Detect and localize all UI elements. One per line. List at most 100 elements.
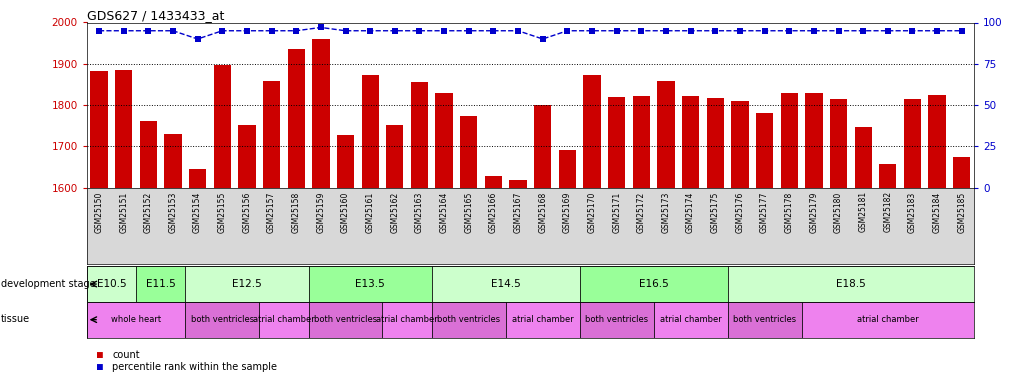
Text: GSM25173: GSM25173 <box>661 191 669 233</box>
Point <box>781 28 797 34</box>
Text: GSM25151: GSM25151 <box>119 191 128 232</box>
Point <box>953 28 969 34</box>
Text: GSM25174: GSM25174 <box>686 191 694 233</box>
Bar <box>558 150 576 188</box>
Text: GSM25167: GSM25167 <box>514 191 522 233</box>
Bar <box>878 164 896 188</box>
Point <box>115 28 131 34</box>
Point <box>263 28 279 34</box>
Text: whole heart: whole heart <box>111 315 161 324</box>
Text: percentile rank within the sample: percentile rank within the sample <box>112 362 277 372</box>
Text: GSM25183: GSM25183 <box>907 191 916 232</box>
Text: GSM25176: GSM25176 <box>735 191 744 233</box>
Bar <box>308 302 382 338</box>
Bar <box>140 121 157 188</box>
Point <box>928 28 945 34</box>
Text: GSM25179: GSM25179 <box>809 191 817 233</box>
Text: GSM25153: GSM25153 <box>168 191 177 233</box>
Bar <box>263 81 280 188</box>
Text: GSM25184: GSM25184 <box>931 191 941 232</box>
Text: E13.5: E13.5 <box>355 279 385 289</box>
Bar <box>185 266 308 302</box>
Text: GSM25152: GSM25152 <box>144 191 153 232</box>
Text: GSM25150: GSM25150 <box>95 191 103 233</box>
Bar <box>952 158 969 188</box>
Text: both ventricles: both ventricles <box>314 315 377 324</box>
Text: ■: ■ <box>97 362 103 372</box>
Point <box>583 28 599 34</box>
Text: both ventricles: both ventricles <box>585 315 648 324</box>
Point <box>706 28 722 34</box>
Point <box>190 36 206 42</box>
Bar <box>505 302 579 338</box>
Bar <box>780 93 797 188</box>
Point <box>140 28 156 34</box>
Point <box>854 28 870 34</box>
Point <box>829 28 846 34</box>
Text: GSM25154: GSM25154 <box>193 191 202 233</box>
Bar <box>435 93 452 188</box>
Bar <box>136 266 185 302</box>
Bar <box>460 116 477 188</box>
Point <box>238 28 255 34</box>
Point <box>435 28 451 34</box>
Text: GSM25175: GSM25175 <box>710 191 719 233</box>
Text: GSM25158: GSM25158 <box>291 191 301 232</box>
Bar <box>927 95 945 188</box>
Point <box>485 28 501 34</box>
Text: GSM25168: GSM25168 <box>538 191 546 232</box>
Bar <box>431 266 579 302</box>
Text: both ventricles: both ventricles <box>733 315 796 324</box>
Bar <box>508 180 526 188</box>
Point <box>608 28 625 34</box>
Text: GSM25166: GSM25166 <box>488 191 497 233</box>
Text: GSM25177: GSM25177 <box>759 191 768 233</box>
Bar <box>583 75 600 188</box>
Bar <box>706 98 723 188</box>
Point <box>682 28 698 34</box>
Text: both ventricles: both ventricles <box>437 315 500 324</box>
Bar <box>854 127 871 188</box>
Point <box>633 28 649 34</box>
Bar <box>534 105 551 188</box>
Bar <box>656 81 674 188</box>
Text: GSM25159: GSM25159 <box>316 191 325 233</box>
Bar <box>312 39 329 188</box>
Bar <box>579 266 727 302</box>
Point <box>878 28 895 34</box>
Bar <box>259 302 308 338</box>
Bar <box>484 176 501 188</box>
Text: E16.5: E16.5 <box>638 279 667 289</box>
Bar <box>87 266 136 302</box>
Point <box>657 28 674 34</box>
Text: GSM25162: GSM25162 <box>390 191 398 232</box>
Text: GDS627 / 1433433_at: GDS627 / 1433433_at <box>87 9 224 22</box>
Bar <box>829 99 847 188</box>
Bar <box>801 302 973 338</box>
Text: atrial chamber: atrial chamber <box>512 315 573 324</box>
Point <box>214 28 230 34</box>
Text: GSM25171: GSM25171 <box>611 191 621 232</box>
Bar <box>804 93 821 188</box>
Text: GSM25160: GSM25160 <box>340 191 350 233</box>
Text: GSM25181: GSM25181 <box>858 191 867 232</box>
Text: GSM25156: GSM25156 <box>243 191 251 233</box>
Bar <box>336 135 354 188</box>
Bar <box>115 70 132 188</box>
Text: both ventricles: both ventricles <box>191 315 254 324</box>
Text: GSM25165: GSM25165 <box>464 191 473 233</box>
Text: tissue: tissue <box>1 315 31 324</box>
Bar <box>238 125 256 188</box>
Text: GSM25161: GSM25161 <box>366 191 374 232</box>
Text: atrial chamber: atrial chamber <box>659 315 720 324</box>
Bar <box>411 82 428 188</box>
Bar <box>308 266 431 302</box>
Text: GSM25172: GSM25172 <box>636 191 645 232</box>
Point <box>461 28 477 34</box>
Bar <box>727 266 973 302</box>
Text: GSM25164: GSM25164 <box>439 191 448 233</box>
Text: atrial chamber: atrial chamber <box>253 315 315 324</box>
Bar <box>731 101 748 188</box>
Text: GSM25185: GSM25185 <box>957 191 965 232</box>
Text: atrial chamber: atrial chamber <box>376 315 437 324</box>
